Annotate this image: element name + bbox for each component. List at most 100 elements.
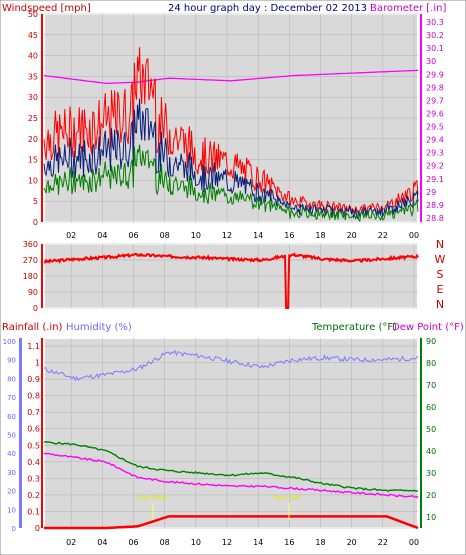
temperature-tick-label: 90 xyxy=(426,337,436,346)
barometer-tick-label: 29.3 xyxy=(426,149,444,158)
barometer-tick-label: 29.1 xyxy=(426,175,444,184)
time-tick-label: 14 xyxy=(253,231,263,240)
time-tick-label: 08 xyxy=(160,231,170,240)
temperature-tick-label: 80 xyxy=(426,359,436,368)
temperature-tick-label: 40 xyxy=(426,447,436,456)
barometer-tick-label: 30.1 xyxy=(426,44,444,53)
barometer-tick-label: 29.4 xyxy=(426,136,444,145)
humidity-axis-bar xyxy=(19,338,22,528)
compass-label: N xyxy=(436,298,444,311)
wind-average-series xyxy=(43,47,419,216)
rain-tick-label: 1 xyxy=(35,359,40,368)
barometer-tick-label: 29.5 xyxy=(426,123,444,132)
time-tick-label: 06 xyxy=(128,538,138,547)
barometer-tick-label: 28.9 xyxy=(426,201,444,210)
time-tick-label: 04 xyxy=(97,538,107,547)
wind-tick-label: 40 xyxy=(28,52,38,61)
barometer-tick-label: 29.8 xyxy=(426,83,444,92)
rain-tick-label: 0.5 xyxy=(27,441,40,450)
humidity-tick-label: 30 xyxy=(7,469,16,477)
barometer-tick-label: 30.2 xyxy=(426,31,444,40)
rainfall-axis-label: Rainfall (.in) xyxy=(2,322,63,333)
rain-tick-label: 1.1 xyxy=(27,342,40,351)
dewpoint-axis-label: Dew Point (°F) xyxy=(392,322,464,333)
time-tick-label: 06 xyxy=(128,231,138,240)
humidity-tick-label: 50 xyxy=(7,432,16,440)
time-tick-label: 12 xyxy=(222,538,232,547)
temperature-tick-label: 10 xyxy=(426,513,436,522)
temperature-axis-label: Temperature (°F) xyxy=(311,322,397,333)
humidity-tick-label: 80 xyxy=(7,375,16,383)
time-tick-label: 14 xyxy=(253,538,263,547)
humidity-axis-label: Humidity (%) xyxy=(66,322,132,333)
time-tick-label: 22 xyxy=(378,231,388,240)
temperature-tick-label: 70 xyxy=(426,381,436,390)
barometer-axis-label: Barometer [.in] xyxy=(370,3,446,14)
time-tick-label: 20 xyxy=(347,538,357,547)
time-tick-label: 20 xyxy=(347,231,357,240)
wind-barometer-panel: 5045403530252015105030.330.230.13029.929… xyxy=(2,3,446,240)
compass-label: E xyxy=(437,283,444,296)
rain-tick-label: 0.9 xyxy=(27,375,40,384)
time-tick-label: 00 xyxy=(409,231,419,240)
direction-tick-label: 90 xyxy=(28,288,38,297)
temperature-tick-label: 60 xyxy=(426,403,436,412)
barometer-tick-label: 29.9 xyxy=(426,70,444,79)
direction-tick-label: 0 xyxy=(33,304,38,313)
compass-label: S xyxy=(437,268,444,281)
barometer-tick-label: 29.7 xyxy=(426,96,444,105)
compass-label: N xyxy=(436,238,444,251)
time-tick-label: 10 xyxy=(191,538,201,547)
wind-axis-ticks: 5045403530252015105030.330.230.13029.929… xyxy=(28,10,444,240)
direction-tick-label: 180 xyxy=(23,272,38,281)
rain-tick-label: 0.3 xyxy=(27,474,40,483)
barometer-tick-label: 28.8 xyxy=(426,214,444,223)
wind-tick-label: 5 xyxy=(33,197,38,206)
time-tick-label: 18 xyxy=(315,538,325,547)
barometer-tick-label: 30.3 xyxy=(426,18,444,27)
wind-direction-series xyxy=(43,252,419,309)
time-tick-label: 12 xyxy=(222,231,232,240)
wind-tick-label: 20 xyxy=(28,135,38,144)
wind-tick-label: 10 xyxy=(28,176,38,185)
humidity-tick-label: 70 xyxy=(7,394,16,402)
humidity-tick-label: 90 xyxy=(7,357,16,365)
time-tick-label: 16 xyxy=(284,231,294,240)
humidity-tick-label: 60 xyxy=(7,413,16,421)
temperature-humidity-panel: Sun Rise Sun Set 1.1 1 0.9 0.8 0.7 0.6 0.5 0.4 0… xyxy=(2,322,464,547)
temperature-series xyxy=(43,440,419,493)
time-tick-label: 22 xyxy=(378,538,388,547)
rain-tick-label: 0 xyxy=(35,524,40,533)
wind-tick-label: 45 xyxy=(28,31,38,40)
humidity-tick-label: 40 xyxy=(7,450,16,458)
rain-tick-label: 0.6 xyxy=(27,425,40,434)
temperature-axis-ticks: 1.110.90.80.70.60.50.40.30.20.1010090807… xyxy=(3,337,437,547)
time-tick-label: 02 xyxy=(66,231,76,240)
time-tick-label: 02 xyxy=(66,538,76,547)
humidity-tick-label: 0 xyxy=(12,525,16,533)
rainfall-series xyxy=(44,515,419,530)
humidity-tick-label: 20 xyxy=(7,488,16,496)
rain-tick-label: 0.1 xyxy=(27,507,40,516)
wind-axis-label: Windspeed [mph] xyxy=(2,3,91,14)
rain-tick-label: 0.4 xyxy=(27,458,40,467)
wind-tick-label: 30 xyxy=(28,93,38,102)
wind-tick-label: 25 xyxy=(28,114,38,123)
wind-tick-label: 35 xyxy=(28,72,38,81)
wind-min-series xyxy=(43,144,419,223)
rain-tick-label: 0.7 xyxy=(27,408,40,417)
rain-tick-label: 0.8 xyxy=(27,392,40,401)
time-tick-label: 00 xyxy=(409,538,419,547)
temperature-grid xyxy=(44,338,418,529)
humidity-tick-label: 10 xyxy=(7,506,16,514)
barometer-tick-label: 30 xyxy=(426,57,436,66)
wind-mid-series xyxy=(43,98,419,220)
wind-tick-label: 15 xyxy=(28,156,38,165)
compass-label: W xyxy=(435,253,446,266)
wind-tick-label: 50 xyxy=(28,10,38,19)
time-tick-label: 16 xyxy=(284,538,294,547)
dewpoint-series xyxy=(43,452,419,499)
humidity-tick-label: 100 xyxy=(3,338,16,346)
